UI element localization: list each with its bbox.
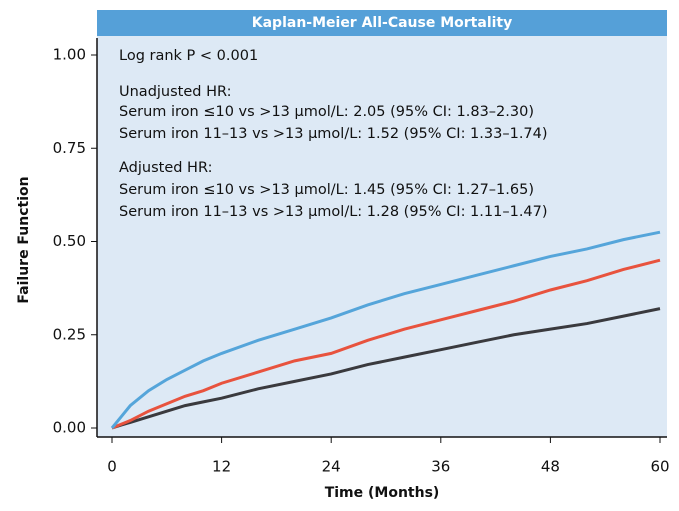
annotation: Adjusted HR:	[119, 160, 212, 176]
x-tick-label: 0	[107, 458, 117, 476]
survival-curve	[111, 258, 661, 430]
x-tick-label: 48	[541, 458, 560, 476]
survival-curve	[110, 230, 661, 429]
y-axis-label: Failure Function	[16, 176, 32, 303]
x-tick-label: 60	[650, 458, 669, 476]
x-tick-label: 24	[322, 458, 341, 476]
chart-title: Kaplan-Meier All-Cause Mortality	[252, 15, 512, 31]
annotation: Serum iron ≤10 vs >13 μmol/L: 1.45 (95% …	[119, 182, 534, 198]
annotation: Serum iron ≤10 vs >13 μmol/L: 2.05 (95% …	[119, 104, 534, 120]
annotation: Log rank P < 0.001	[119, 48, 258, 64]
annotation: Serum iron 11–13 vs >13 μmol/L: 1.28 (95…	[119, 204, 548, 220]
title-bar	[97, 10, 667, 36]
x-tick-label: 12	[212, 458, 231, 476]
annotation: Unadjusted HR:	[119, 84, 232, 100]
y-tick-label: 0.50	[53, 232, 86, 250]
y-tick-label: 1.00	[53, 46, 86, 64]
y-tick-label: 0.25	[53, 325, 86, 343]
x-tick-label: 36	[431, 458, 450, 476]
x-axis-label: Time (Months)	[325, 485, 440, 501]
survival-curve	[111, 307, 661, 430]
annotation: Serum iron 11–13 vs >13 μmol/L: 1.52 (95…	[119, 126, 548, 142]
y-tick-label: 0.75	[53, 139, 86, 157]
y-tick-label: 0.00	[53, 419, 86, 437]
